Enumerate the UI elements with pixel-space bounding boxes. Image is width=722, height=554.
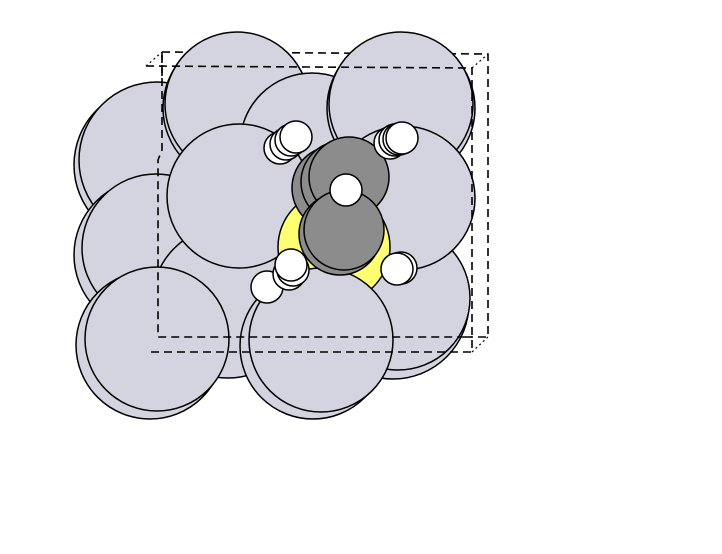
slab-atom [84, 266, 230, 412]
hydrogen-atom [274, 248, 308, 282]
hydrogen-atom [385, 121, 419, 155]
unit-cell-front [145, 52, 473, 353]
hydrogen-atoms [250, 120, 419, 304]
slab-front-layer [75, 266, 394, 420]
hydrogen-atom [329, 173, 363, 207]
hydrogen-atom [380, 252, 414, 286]
hydrogen-atom [279, 120, 313, 154]
carbon-atoms [291, 136, 390, 276]
